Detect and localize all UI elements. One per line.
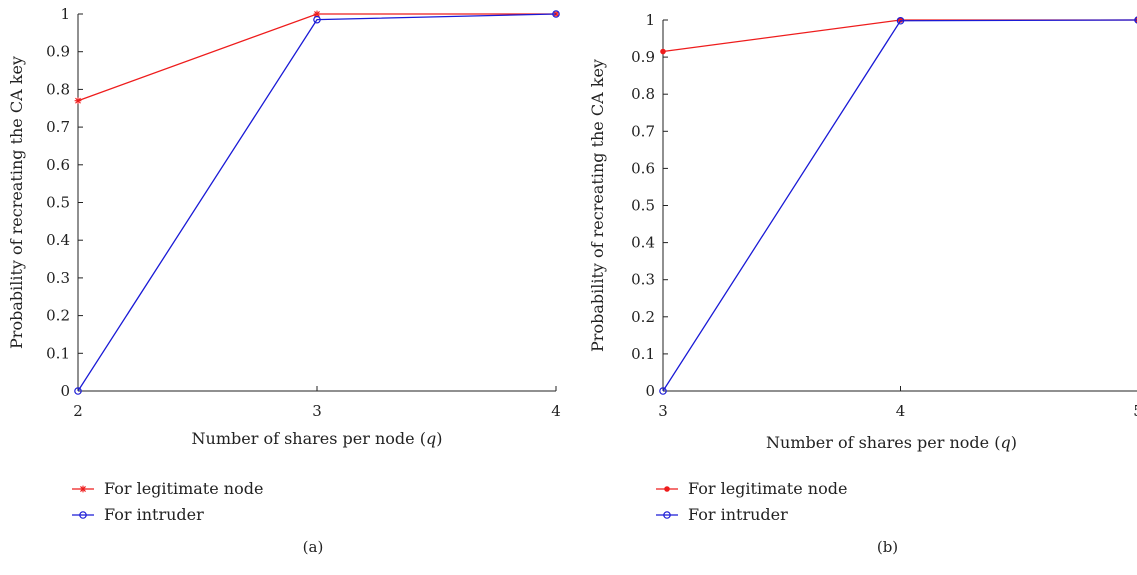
chart-b-series-intruder-line xyxy=(662,19,1137,392)
chart-b-legend-intruder-marker xyxy=(663,511,671,519)
chart-a-y-tick-label: 0 xyxy=(60,382,70,400)
chart-a-legend-intruder-marker xyxy=(79,511,87,519)
chart-b-series-legitimate-point xyxy=(660,48,666,55)
chart-a-series-intruder-point xyxy=(552,10,560,18)
chart-b-y-tick-label: 0 xyxy=(645,382,655,400)
chart-a-y-tick-label: 0.7 xyxy=(46,118,70,136)
chart-a-y-tick-label: 1 xyxy=(60,5,70,23)
chart-a-x-tick-label: 4 xyxy=(551,402,561,420)
chart-a-series-legitimate-line xyxy=(77,13,556,102)
chart-a-y-tick-label: 0.8 xyxy=(46,80,70,98)
chart-a-y-tick-label: 0.5 xyxy=(46,194,70,212)
chart-b-x-tick-label: 3 xyxy=(658,402,668,420)
chart-a-caption: (a) xyxy=(303,538,324,556)
chart-b-series-legitimate-line xyxy=(662,19,1137,53)
chart-b-y-tick-label: 1 xyxy=(645,11,655,29)
chart-a-series-intruder-point xyxy=(74,387,82,395)
chart-a-x-tick-label: 3 xyxy=(312,402,322,420)
chart-a-series-intruder-point xyxy=(313,15,321,24)
chart-a-series-legitimate-point-stroke xyxy=(314,11,320,17)
chart-b-y-axis-label: Probability of recreating the CA key xyxy=(588,59,607,352)
chart-a-y-tick-label: 0.2 xyxy=(46,307,70,325)
chart-b-legend-legitimate-marker xyxy=(664,486,670,492)
chart-b-y-tick-label: 0.7 xyxy=(631,122,655,140)
chart-b-legend-legitimate-label: For legitimate node xyxy=(688,479,847,498)
chart-a-y-tick-label: 0.6 xyxy=(46,156,70,174)
chart-a-legend-intruder-label: For intruder xyxy=(104,505,204,524)
chart-a-y-tick-label: 0.4 xyxy=(46,231,70,249)
chart-a-legend-legitimate-label: For legitimate node xyxy=(104,479,263,498)
chart-b-y-tick-label: 0.8 xyxy=(631,85,655,103)
chart-b-x-axis-label: Number of shares per node (q) xyxy=(766,433,1017,452)
chart-b-y-tick-label: 0.3 xyxy=(631,271,655,289)
chart-b-y-tick-label: 0.6 xyxy=(631,159,655,177)
chart-b-y-tick-label: 0.9 xyxy=(631,48,655,66)
chart-b-x-tick-label: 5 xyxy=(1133,402,1137,420)
chart-a-y-tick-label: 0.9 xyxy=(46,43,70,61)
chart-b-x-tick-label: 4 xyxy=(896,402,906,420)
chart-b-legend-intruder-label: For intruder xyxy=(688,505,788,524)
chart-a: 0 0.1 0.2 0.3 0.4 0.5 0.6 0.7 0.8 0.9 1 2 3 4 Number o… xyxy=(7,5,561,556)
chart-a-legend-legitimate-marker xyxy=(79,485,87,493)
chart-b: 0 0.1 0.2 0.3 0.4 0.5 0.6 0.7 0.8 0.9 1 3 4 5 Number o… xyxy=(588,11,1137,556)
chart-b-y-tick-label: 0.1 xyxy=(631,345,655,363)
chart-a-y-tick-label: 0.3 xyxy=(46,269,70,287)
chart-a-series-legitimate-point xyxy=(74,97,82,105)
chart-b-series-intruder-point xyxy=(896,16,905,25)
chart-a-legend-legitimate-marker-stroke xyxy=(80,486,86,492)
chart-b-y-tick-label: 0.4 xyxy=(631,234,655,252)
chart-b-series-intruder-point xyxy=(1134,16,1137,24)
chart-b-caption: (b) xyxy=(877,538,898,556)
chart-a-x-axis-label: Number of shares per node (q) xyxy=(192,429,443,448)
chart-a-series-intruder-line xyxy=(77,13,557,392)
chart-a-y-tick-label: 0.1 xyxy=(46,344,70,362)
chart-b-series-intruder-point xyxy=(659,387,667,395)
chart-a-x-tick-label: 2 xyxy=(73,402,83,420)
chart-b-y-tick-label: 0.5 xyxy=(631,197,655,215)
chart-b-y-tick-label: 0.2 xyxy=(631,308,655,326)
chart-a-series-legitimate-point-stroke xyxy=(75,97,81,104)
chart-a-y-axis-label: Probability of recreating the CA key xyxy=(7,56,26,349)
